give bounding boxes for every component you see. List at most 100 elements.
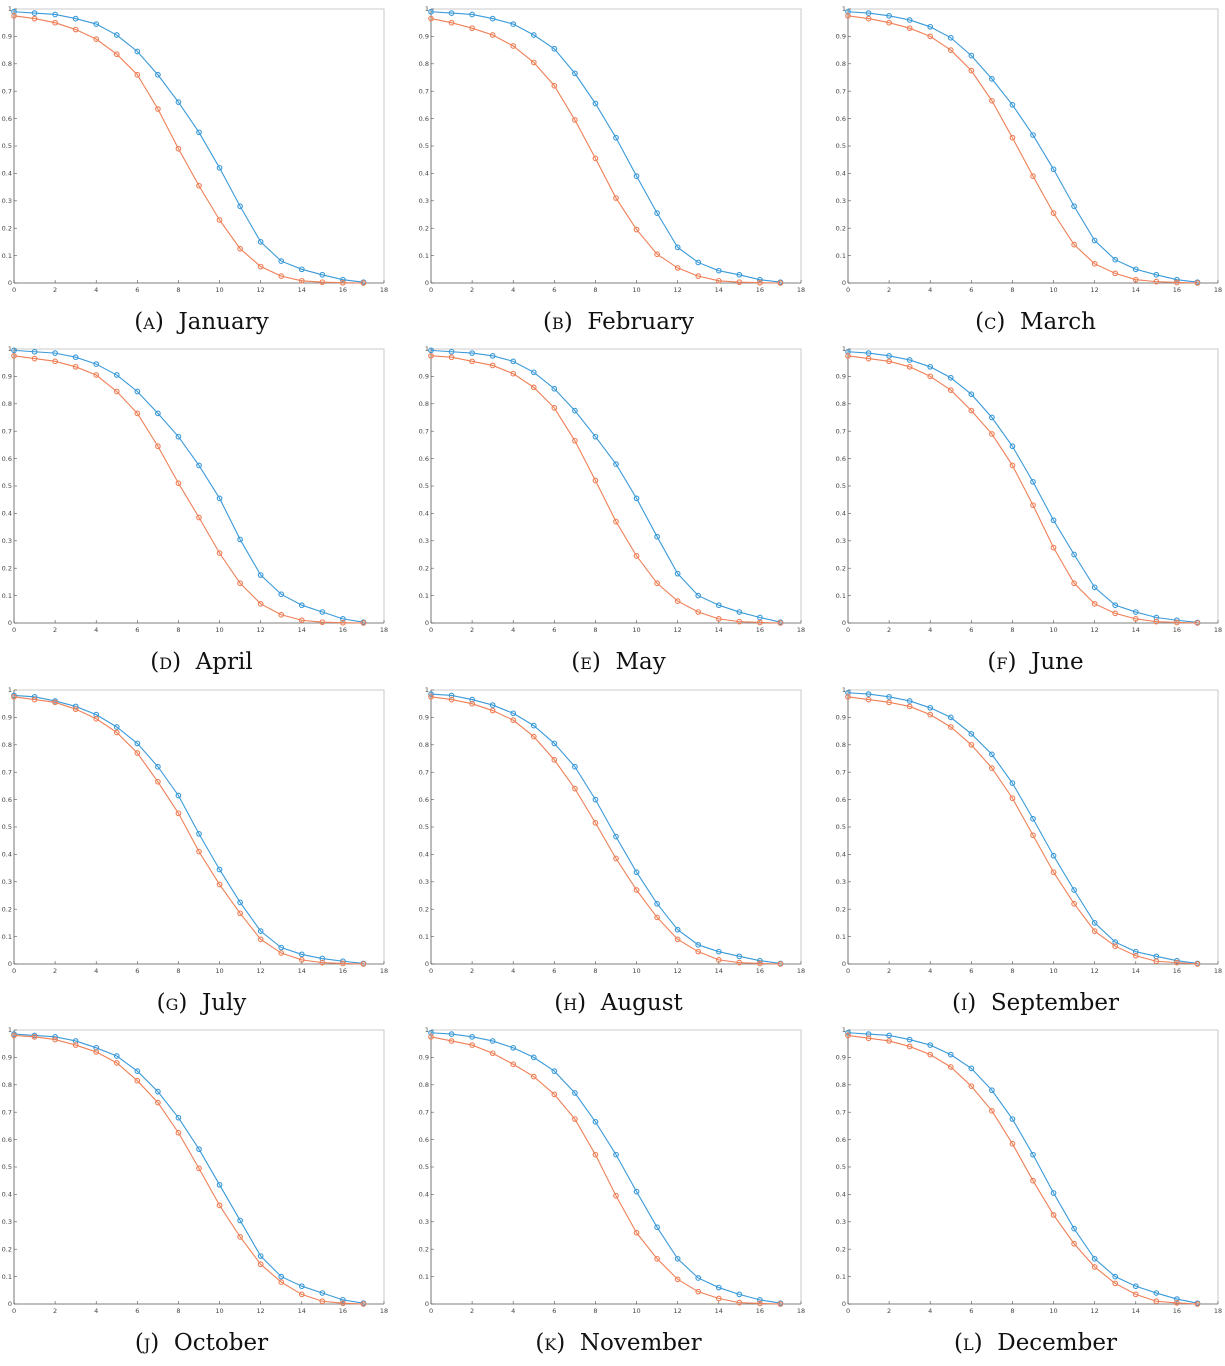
y-tick-label: 0.8 (2, 1081, 12, 1089)
x-tick-label: 12 (1091, 626, 1099, 634)
series-1-point (469, 1034, 475, 1040)
series-1-point (1050, 852, 1057, 859)
series-2-point (196, 848, 202, 855)
y-tick-label: 0.5 (2, 482, 12, 490)
chart-panel-february: 0 2 4 6 8 10 12 14 16 18 0 0.1 0.2 0.3 0.4 0.5 0.6 0.7 0.8… (419, 5, 816, 345)
series-1-point (52, 11, 58, 18)
x-tick-label: 12 (674, 967, 682, 975)
series-2-line (13, 1034, 364, 1305)
series-2-point (196, 514, 202, 521)
y-tick-label: 0.7 (419, 1108, 429, 1116)
plot-frame (848, 689, 1219, 964)
series-2-point (633, 1229, 640, 1236)
series-2-point (1009, 795, 1016, 802)
series-2-point (428, 1034, 434, 1040)
series-1-point (886, 353, 892, 359)
x-tick-label: 12 (257, 626, 265, 634)
x-tick-label: 4 (928, 286, 932, 294)
series-1-point (715, 948, 722, 955)
series-1-point (113, 1053, 120, 1059)
series-1-point (530, 1054, 537, 1061)
series-1-point (927, 363, 934, 370)
series-2-point (489, 707, 496, 714)
y-tick-label: 0.2 (836, 564, 846, 572)
y-tick-label: 0 (425, 619, 429, 627)
y-tick-label: 0.5 (2, 1163, 12, 1171)
x-tick-label: 6 (552, 286, 556, 294)
chart-caption: (h) August (421, 990, 816, 1016)
chart-svg: 0 2 4 6 8 10 12 14 16 18 0 0.1 0.2 0.3 0.4 0.5 0.6 0.7 0.8… (2, 1026, 388, 1315)
y-tick-label: 1 (425, 5, 429, 13)
series-2-point (1050, 1212, 1057, 1218)
series-1-point (510, 1044, 517, 1051)
series-1-point (613, 134, 619, 141)
x-tick-label: 14 (715, 626, 723, 634)
caption-label: (k) (535, 1330, 566, 1356)
series-1-point (1071, 887, 1077, 893)
series-1-point (1132, 609, 1139, 615)
series-1-point (695, 1275, 702, 1281)
x-tick-label: 10 (1049, 286, 1057, 294)
x-tick-label: 6 (969, 1307, 973, 1315)
series-2-point (428, 353, 434, 359)
x-tick-label: 16 (1173, 286, 1181, 294)
caption-label: (c) (975, 309, 1006, 335)
series-1-point (1050, 1190, 1057, 1196)
x-tick-label: 6 (135, 967, 139, 975)
series-2-point (886, 699, 892, 706)
y-tick-label: 0.1 (419, 1273, 429, 1281)
y-tick-label: 0.6 (2, 796, 12, 804)
caption-label: (f) (987, 649, 1017, 675)
x-tick-label: 0 (12, 286, 16, 294)
series-1-point (72, 15, 79, 22)
series-2-point (757, 1300, 763, 1307)
y-tick-label: 0.1 (2, 252, 12, 260)
series-2-point (592, 820, 599, 826)
x-tick-label: 4 (928, 1307, 932, 1315)
series-2-point (93, 36, 100, 42)
series-1-point (216, 866, 223, 873)
series-1-line (430, 1032, 781, 1304)
series-2-point (93, 715, 100, 722)
series-2-point (1153, 1298, 1160, 1305)
series-2-point (674, 936, 681, 943)
y-tick-label: 0.8 (836, 60, 846, 68)
x-tick-label: 4 (94, 626, 98, 634)
series-1-point (1153, 1290, 1160, 1296)
series-2-point (113, 729, 120, 736)
chart-caption: (k) November (421, 1330, 816, 1356)
series-2-point (428, 694, 434, 700)
series-2-point (278, 273, 285, 280)
caption-month: November (579, 1330, 702, 1356)
series-2-point (777, 280, 784, 286)
caption-label: (h) (554, 990, 587, 1016)
x-tick-label: 0 (12, 1307, 16, 1315)
y-tick-label: 0.8 (836, 1081, 846, 1089)
x-tick-label: 16 (756, 286, 764, 294)
y-tick-label: 0.5 (2, 142, 12, 150)
series-2-point (865, 355, 872, 362)
plot-area: 0 2 4 6 8 10 12 14 16 18 0 0.1 0.2 0.3 0.4 0.5 0.6 0.7 0.8… (2, 686, 388, 975)
caption-month: March (1019, 309, 1096, 335)
series-2-point (927, 1051, 934, 1058)
x-tick-label: 12 (257, 1307, 265, 1315)
x-tick-label: 10 (1049, 967, 1057, 975)
series-1-point (1091, 584, 1098, 591)
series-2-point (72, 363, 79, 370)
y-tick-label: 0.2 (836, 224, 846, 232)
y-tick-label: 0.6 (419, 1136, 429, 1144)
series-2-point (906, 363, 913, 370)
series-2-point (989, 431, 995, 437)
series-2-point (906, 703, 913, 710)
series-2-point (216, 881, 223, 888)
series-1-point (695, 941, 702, 948)
series-2-point (31, 355, 38, 362)
series-2-point (360, 1301, 367, 1307)
x-tick-label: 4 (94, 286, 98, 294)
series-2-point (134, 410, 141, 417)
series-2-point (1112, 270, 1119, 277)
chart-caption: (c) March (838, 309, 1225, 335)
series-1-point (134, 1068, 141, 1074)
y-tick-label: 0.1 (419, 592, 429, 600)
series-2-point (695, 273, 702, 280)
